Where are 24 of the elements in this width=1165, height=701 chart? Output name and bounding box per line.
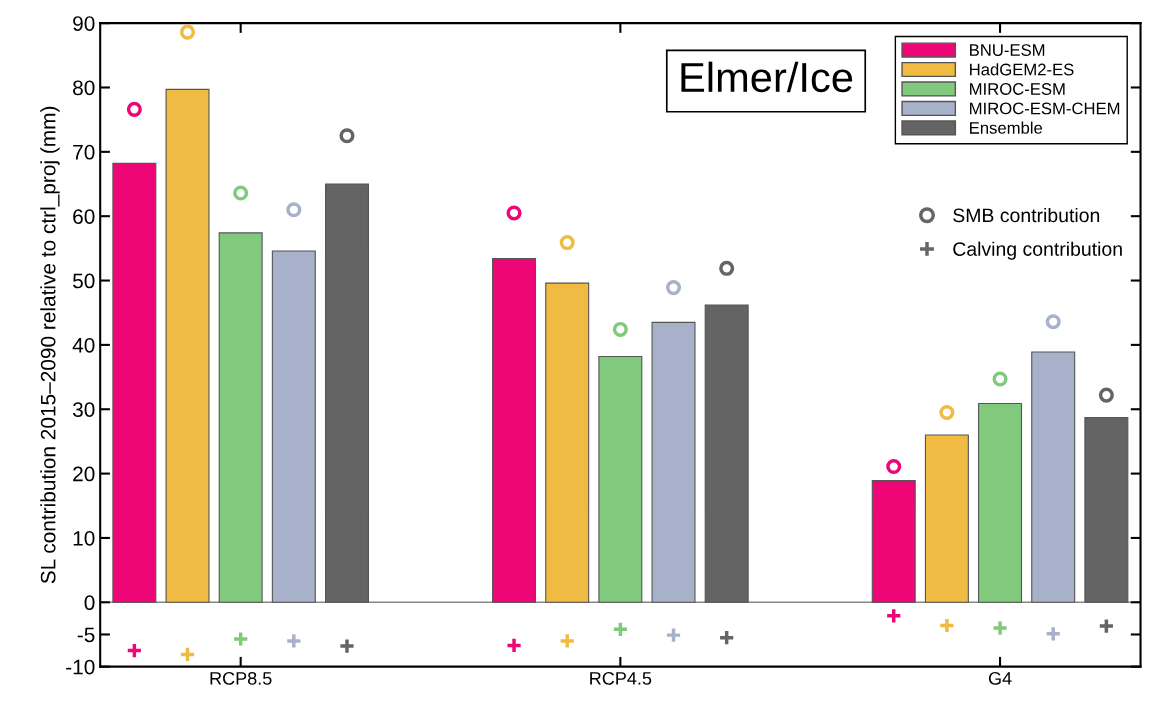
y-tick-label: 30 — [72, 402, 95, 417]
y-tick-label: 40 — [72, 337, 95, 353]
x-tick-label: G4 — [988, 671, 1012, 685]
y-tick-label: 50 — [72, 273, 95, 289]
y-tick-label: -5 — [77, 627, 95, 643]
y-tick-label: 20 — [73, 466, 95, 482]
legend-label: MIROC-ESM — [970, 83, 1065, 95]
x-tick-label: RCP4.5 — [590, 671, 652, 685]
text: Elmer/Ice — [681, 61, 853, 93]
legend-label: BNU-ESM — [970, 44, 1045, 56]
legend-label: SMB contribution — [953, 207, 1100, 223]
y-tick-label: 0 — [84, 595, 95, 611]
y-tick-label: 60 — [73, 209, 95, 224]
legend-label: Ensemble — [970, 121, 1043, 134]
legend-label: MIROC-ESM-CHEM — [970, 102, 1120, 115]
y-axis-title: SL contribution 2015–2090 relative to ctrl_proj (mm) — [40, 106, 60, 584]
y-tick-label: 80 — [73, 80, 95, 96]
legend-label: HadGEM2-ES — [970, 63, 1074, 76]
legend-label: Calving contribution — [953, 241, 1122, 260]
y-tick-label: -10 — [66, 659, 95, 675]
x-tick-label: RCP8.5 — [210, 671, 272, 685]
y-tick-label: 10 — [73, 530, 95, 546]
y-tick-label: 90 — [73, 16, 95, 31]
y-tick-label: 70 — [73, 144, 95, 160]
